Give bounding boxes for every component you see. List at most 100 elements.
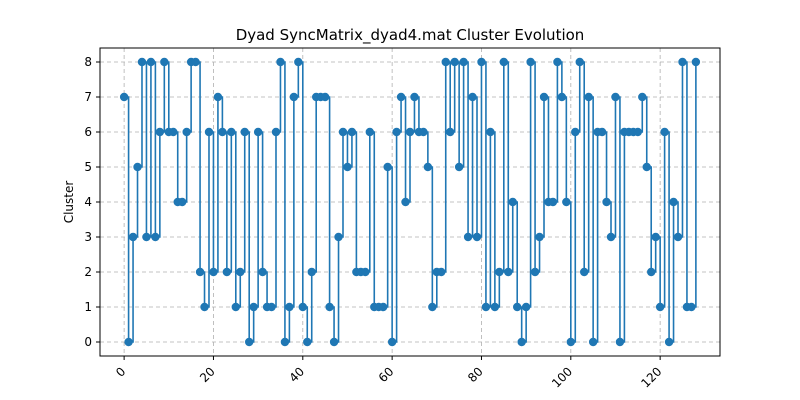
data-point — [571, 127, 580, 137]
data-point — [137, 57, 147, 67]
data-point — [222, 267, 232, 277]
data-point — [303, 337, 312, 347]
data-point — [383, 162, 392, 172]
data-point — [660, 127, 669, 137]
data-point — [146, 57, 156, 67]
y-tick-label: 4 — [84, 195, 92, 209]
data-point — [557, 92, 567, 102]
data-point — [347, 127, 357, 137]
data-point — [454, 162, 464, 172]
y-tick-label: 2 — [84, 265, 92, 279]
data-point — [365, 127, 374, 137]
data-point — [450, 57, 459, 67]
data-point — [517, 337, 526, 347]
data-point — [329, 337, 339, 347]
data-point — [410, 92, 419, 102]
y-tick-label: 3 — [84, 230, 92, 244]
data-point — [580, 267, 589, 277]
y-tick-label: 6 — [84, 125, 92, 139]
data-point — [441, 57, 450, 67]
data-point — [655, 302, 665, 312]
data-point — [597, 127, 607, 137]
data-point — [468, 92, 477, 102]
data-point — [307, 267, 316, 277]
data-point — [535, 232, 544, 242]
data-point — [678, 57, 687, 67]
data-point — [325, 302, 334, 312]
data-point — [298, 302, 307, 312]
data-point — [521, 302, 531, 312]
data-point — [495, 267, 504, 277]
data-point — [588, 337, 598, 347]
data-point — [664, 337, 674, 347]
data-point — [602, 197, 611, 207]
data-point — [231, 302, 240, 312]
data-point — [638, 92, 647, 102]
data-point — [124, 337, 133, 347]
data-point — [378, 302, 388, 312]
data-point — [177, 197, 187, 207]
data-point — [227, 127, 236, 137]
y-axis-label: Cluster — [62, 181, 76, 224]
data-point — [200, 302, 209, 312]
chart-title: Dyad SyncMatrix_dyad4.mat Cluster Evolut… — [236, 26, 585, 45]
data-point — [276, 57, 285, 67]
data-point — [437, 267, 446, 277]
data-point — [459, 57, 468, 67]
y-tick-label: 0 — [84, 335, 92, 349]
data-point — [490, 302, 500, 312]
data-point — [142, 232, 151, 242]
data-point — [673, 232, 683, 242]
data-point — [133, 162, 142, 172]
data-point — [128, 232, 138, 242]
data-points — [119, 57, 701, 347]
data-point — [486, 127, 495, 137]
data-point — [249, 302, 258, 312]
data-point — [204, 127, 214, 137]
data-point — [513, 302, 522, 312]
data-point — [258, 267, 267, 277]
data-point — [285, 302, 294, 312]
data-point — [392, 127, 401, 137]
data-point — [611, 92, 620, 102]
y-axis-ticks: 0 1 2 3 4 5 6 7 8 — [84, 55, 100, 349]
data-point — [615, 337, 625, 347]
data-point — [566, 337, 576, 347]
data-point — [401, 197, 410, 207]
y-tick-label: 1 — [84, 300, 92, 314]
data-point — [267, 302, 276, 312]
data-point — [687, 302, 696, 312]
data-point — [405, 127, 415, 137]
data-point — [642, 162, 651, 172]
data-point — [253, 127, 263, 137]
data-point — [160, 57, 169, 67]
y-tick-label: 7 — [84, 90, 92, 104]
data-point — [562, 197, 571, 207]
data-point — [343, 162, 352, 172]
data-point — [651, 232, 660, 242]
data-point — [539, 92, 549, 102]
data-point — [294, 57, 303, 67]
data-point — [423, 162, 433, 172]
data-point — [472, 232, 482, 242]
data-point — [526, 57, 535, 67]
data-point — [151, 232, 160, 242]
data-point — [191, 57, 200, 67]
y-tick-label: 5 — [84, 160, 92, 174]
data-point — [499, 57, 509, 67]
data-point — [669, 197, 678, 207]
data-point — [320, 92, 330, 102]
data-point — [271, 127, 281, 137]
data-point — [584, 92, 593, 102]
data-point — [396, 92, 406, 102]
y-tick-label: 8 — [84, 55, 92, 69]
data-point — [477, 57, 486, 67]
data-point — [428, 302, 437, 312]
data-point — [606, 232, 616, 242]
data-point — [338, 127, 348, 137]
data-point — [334, 232, 343, 242]
data-point — [553, 57, 562, 67]
data-point — [213, 92, 223, 102]
